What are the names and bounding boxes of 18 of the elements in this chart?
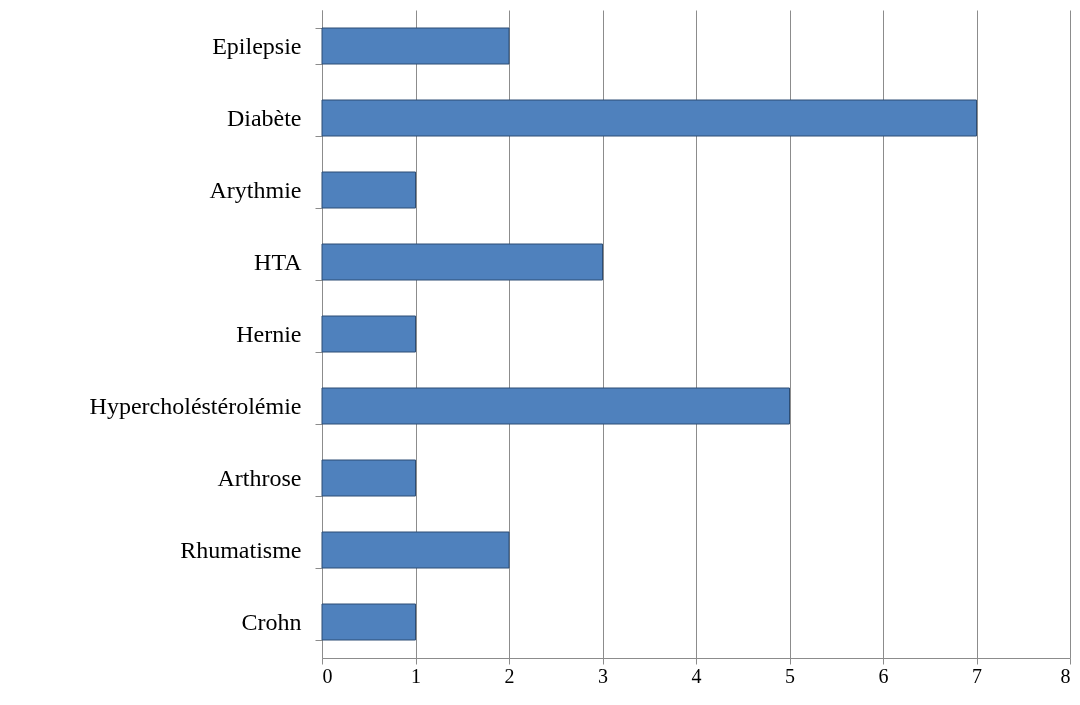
- x-tick-label: 7: [972, 664, 982, 687]
- x-tick-label: 4: [691, 664, 702, 687]
- x-tick-label: 1: [411, 664, 421, 687]
- y-tick-label: Arythmie: [209, 176, 302, 203]
- x-tick-label: 5: [785, 664, 795, 687]
- x-tick-label: 8: [1060, 664, 1071, 687]
- y-tick-label: Epilepsie: [212, 32, 302, 59]
- x-tick-label: 6: [878, 664, 889, 687]
- x-tick-label: 2: [504, 664, 515, 687]
- y-tick-label: Arthrose: [217, 464, 302, 491]
- y-tick-label: Hypercholéstérolémie: [89, 392, 302, 419]
- x-tick-label: 3: [598, 664, 608, 687]
- y-tick-label: Crohn: [241, 608, 302, 635]
- x-tick-label: 0: [322, 664, 333, 687]
- y-tick-label: Hernie: [236, 320, 302, 347]
- y-tick-label: Rhumatisme: [180, 536, 302, 563]
- y-tick-label: Diabète: [226, 104, 302, 131]
- y-tick-label: HTA: [254, 248, 303, 275]
